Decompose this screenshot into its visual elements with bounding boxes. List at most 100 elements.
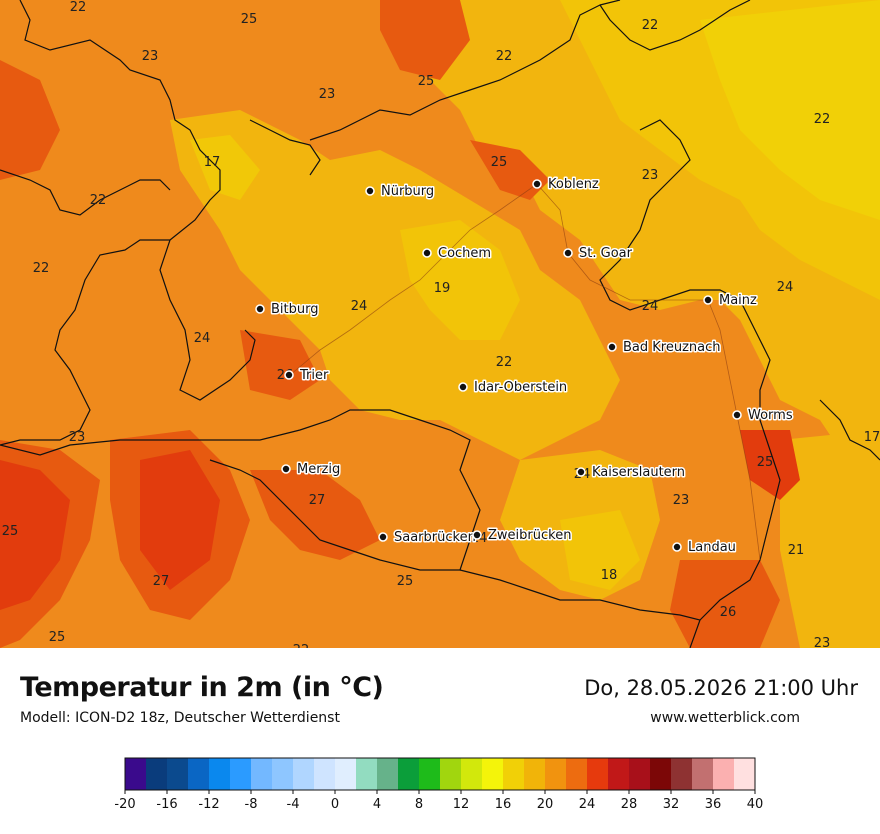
- isoline-label: 25: [2, 524, 19, 539]
- isoline-label: 17: [204, 155, 221, 170]
- city-dot-icon: [472, 530, 482, 540]
- city-nürburg[interactable]: Nürburg: [365, 183, 436, 201]
- isoline-label: 24: [642, 299, 659, 314]
- isoline-label: 24: [194, 331, 211, 346]
- isoline-label: 22: [496, 49, 513, 64]
- isoline-label: 25: [49, 630, 66, 645]
- city-label: Idar-Oberstein: [474, 380, 567, 395]
- city-label: Trier: [299, 368, 329, 383]
- city-dot-icon: [284, 370, 294, 380]
- legend-frame: [124, 757, 756, 791]
- legend-swatch: [188, 758, 210, 790]
- legend-swatch: [146, 758, 168, 790]
- city-dot-icon: [422, 248, 432, 258]
- city-dot-icon: [378, 532, 388, 542]
- city-label: Landau: [688, 540, 736, 555]
- city-dot-icon: [576, 467, 586, 477]
- city-label: Kaiserslautern: [592, 465, 685, 480]
- legend-tick-label: 12: [453, 797, 470, 812]
- legend-swatch: [629, 758, 651, 790]
- city-landau[interactable]: Landau: [672, 539, 737, 557]
- legend-swatch: [209, 758, 231, 790]
- isoline-label: 24: [777, 280, 794, 295]
- city-dot-icon: [563, 248, 573, 258]
- city-cochem[interactable]: Cochem: [422, 245, 493, 263]
- legend-swatch: [545, 758, 567, 790]
- legend-swatch: [524, 758, 546, 790]
- city-dot-icon: [365, 186, 375, 196]
- isoline-label: 25: [397, 574, 414, 589]
- city-trier[interactable]: Trier: [284, 367, 330, 385]
- isoline-label: 19: [434, 281, 451, 296]
- legend-swatch: [482, 758, 504, 790]
- legend-swatch: [314, 758, 336, 790]
- city-merzig[interactable]: Merzig: [281, 461, 342, 479]
- legend-swatch: [440, 758, 462, 790]
- isoline-label: 25: [491, 155, 508, 170]
- legend-tick-label: 32: [663, 797, 680, 812]
- city-dot-icon: [672, 542, 682, 552]
- city-bad-kreuznach[interactable]: Bad Kreuznach: [607, 339, 722, 357]
- city-label: Nürburg: [381, 184, 434, 199]
- legend-tick-label: 36: [705, 797, 722, 812]
- city-kaiserslautern[interactable]: Kaiserslautern: [576, 464, 687, 482]
- city-label: Mainz: [719, 293, 757, 308]
- color-scale: -20 -16 -12 -8 -4 0 4 8 12 16 20 24 28 32 36 40: [114, 757, 763, 812]
- city-worms[interactable]: Worms: [732, 407, 794, 425]
- isoline-label: 23: [142, 49, 159, 64]
- color-legend: -20 -16 -12 -8 -4 0 4 8 12 16 20 24 28 32 36 40: [0, 754, 880, 830]
- legend-tick-label: 0: [331, 797, 339, 812]
- city-idar-oberstein[interactable]: Idar-Oberstein: [458, 379, 569, 397]
- city-saarbrücken[interactable]: Saarbrücken: [378, 529, 477, 547]
- legend-swatch: [734, 758, 756, 790]
- city-dot-icon: [532, 179, 542, 189]
- legend-swatch: [566, 758, 588, 790]
- legend-tick-label: 16: [495, 797, 512, 812]
- city-dot-icon: [255, 304, 265, 314]
- legend-swatch: [503, 758, 525, 790]
- isoline-label: 23: [814, 636, 831, 648]
- legend-tick-label: -8: [245, 797, 258, 812]
- legend-swatch: [335, 758, 357, 790]
- city-bitburg[interactable]: Bitburg: [255, 301, 320, 319]
- isoline-label: 23: [69, 430, 86, 445]
- legend-swatch: [398, 758, 420, 790]
- legend-swatch: [167, 758, 189, 790]
- map-canvas: 22 25 22 23 22 25 23 22 17 25 23 22 22 19 24 24 24 24 22 26…: [0, 0, 880, 648]
- city-st-goar[interactable]: St. Goar: [563, 245, 634, 263]
- isoline-label: 23: [642, 168, 659, 183]
- city-label: Koblenz: [548, 177, 599, 192]
- city-zweibrücken[interactable]: Zweibrücken: [472, 527, 573, 545]
- city-label: Bitburg: [271, 302, 319, 317]
- legend-swatch: [650, 758, 672, 790]
- isoline-label: 22: [814, 112, 831, 127]
- legend-swatch: [608, 758, 630, 790]
- legend-tick-label: -12: [198, 797, 219, 812]
- model-source: Modell: ICON-D2 18z, Deutscher Wetterdie…: [20, 710, 340, 726]
- legend-tick-label: 20: [537, 797, 554, 812]
- isoline-label: 22: [70, 0, 87, 15]
- temperature-map[interactable]: 22 25 22 23 22 25 23 22 17 25 23 22 22 19 24 24 24 24 22 26…: [0, 0, 880, 648]
- legend-tick-label: 28: [621, 797, 638, 812]
- legend-tick-label: -4: [287, 797, 300, 812]
- city-koblenz[interactable]: Koblenz: [532, 176, 600, 194]
- city-label: Zweibrücken: [488, 528, 571, 543]
- legend-swatch: [230, 758, 252, 790]
- city-dot-icon: [732, 410, 742, 420]
- border-lines: [0, 0, 880, 648]
- city-label: St. Goar: [579, 246, 633, 261]
- legend-tick-label: 24: [579, 797, 596, 812]
- isoline-label: 25: [241, 12, 258, 27]
- map-footer: Temperatur in 2m (in °C) Modell: ICON-D2…: [0, 648, 880, 830]
- city-mainz[interactable]: Mainz: [703, 292, 759, 310]
- city-label: Saarbrücken: [394, 530, 476, 545]
- isoline-label: 24: [351, 299, 368, 314]
- legend-swatch: [419, 758, 441, 790]
- legend-swatch: [356, 758, 378, 790]
- legend-swatch: [713, 758, 735, 790]
- city-dot-icon: [458, 382, 468, 392]
- isoline-label: 18: [601, 568, 618, 583]
- website-link[interactable]: www.wetterblick.com: [650, 710, 800, 726]
- legend-tick-label: -16: [156, 797, 177, 812]
- river-lines: [289, 183, 761, 561]
